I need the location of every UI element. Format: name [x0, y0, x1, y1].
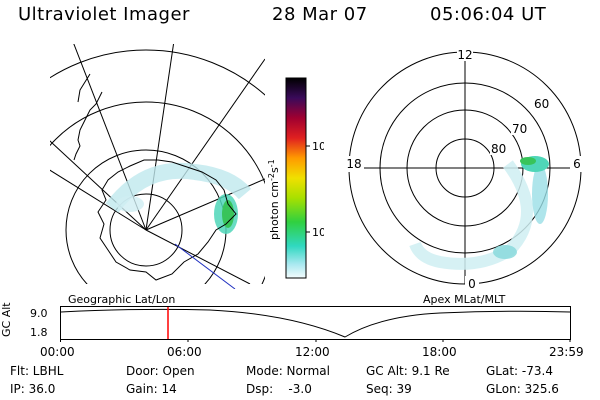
mlt-label-6: 6 — [573, 157, 581, 171]
apex-aurora — [409, 156, 549, 270]
timeline-ytick-top: 9.0 — [30, 307, 48, 320]
timeline-xtick-1200: 12:00 — [295, 345, 330, 359]
coastline — [73, 73, 237, 281]
timeline-xtick-0000: 00:00 — [40, 345, 75, 359]
apex-panel-label: Apex MLat/MLT — [423, 293, 506, 306]
mlt-label-0: 0 — [468, 277, 476, 291]
door-status: Door: Open — [126, 364, 195, 378]
timeline-ytick-bottom: 1.8 — [30, 326, 48, 339]
colorbar-tick-label-10: 10 — [312, 226, 324, 239]
dsp-status: Dsp: -3.0 — [246, 382, 312, 396]
timeline-axis-label: GC Alt — [0, 302, 13, 337]
timeline-xtick-2359: 23:59 — [549, 345, 584, 359]
mode-status: Mode: Normal — [246, 364, 330, 378]
geo-meridian — [145, 229, 251, 284]
mlat-label-80: 80 — [491, 142, 506, 156]
instrument-title: Ultraviolet Imager — [18, 4, 190, 25]
geo-lat-circle — [109, 193, 183, 267]
date-label: 28 Mar 07 — [272, 4, 368, 25]
glat-status: GLat: -73.4 — [486, 364, 553, 378]
geo-meridian — [145, 44, 175, 231]
geo-lat-circle — [50, 101, 265, 284]
gc-altitude-timeline — [60, 306, 571, 342]
time-label: 05:06:04 UT — [430, 4, 547, 25]
timeline-xtick-1800: 18:00 — [422, 345, 457, 359]
geo-lat-circle — [50, 49, 265, 96]
ip-status: IP: 36.0 — [10, 382, 56, 396]
orbit-track — [174, 243, 236, 289]
gain-status: Gain: 14 — [126, 382, 177, 396]
colorbar-unit-label: photon cm-2s-1 — [267, 159, 281, 240]
glon-status: GLon: 325.6 — [486, 382, 559, 396]
mlat-label-60: 60 — [534, 97, 549, 111]
geo-meridian — [50, 169, 147, 231]
colorbar-gradient — [286, 78, 306, 278]
gc-altitude-curve — [60, 308, 571, 338]
mlat-label-70: 70 — [512, 122, 527, 136]
gc-alt-status: GC Alt: 9.1 Re — [366, 364, 450, 378]
timeline-xtick-0600: 06:00 — [167, 345, 202, 359]
geo-meridian — [145, 58, 265, 231]
colorbar: 100 10 photon cm-2s-1 — [267, 77, 324, 279]
filter-status: Flt: LBHL — [10, 364, 64, 378]
colorbar-tick-label-100: 100 — [312, 140, 324, 153]
mlt-label-12: 12 — [457, 48, 472, 62]
seq-status: Seq: 39 — [366, 382, 412, 396]
apex-polar-plot: 12 18 6 0 60 70 80 — [344, 48, 584, 291]
geographic-map — [50, 44, 265, 289]
geo-panel-label: Geographic Lat/Lon — [68, 293, 176, 306]
mlt-label-18: 18 — [346, 157, 361, 171]
